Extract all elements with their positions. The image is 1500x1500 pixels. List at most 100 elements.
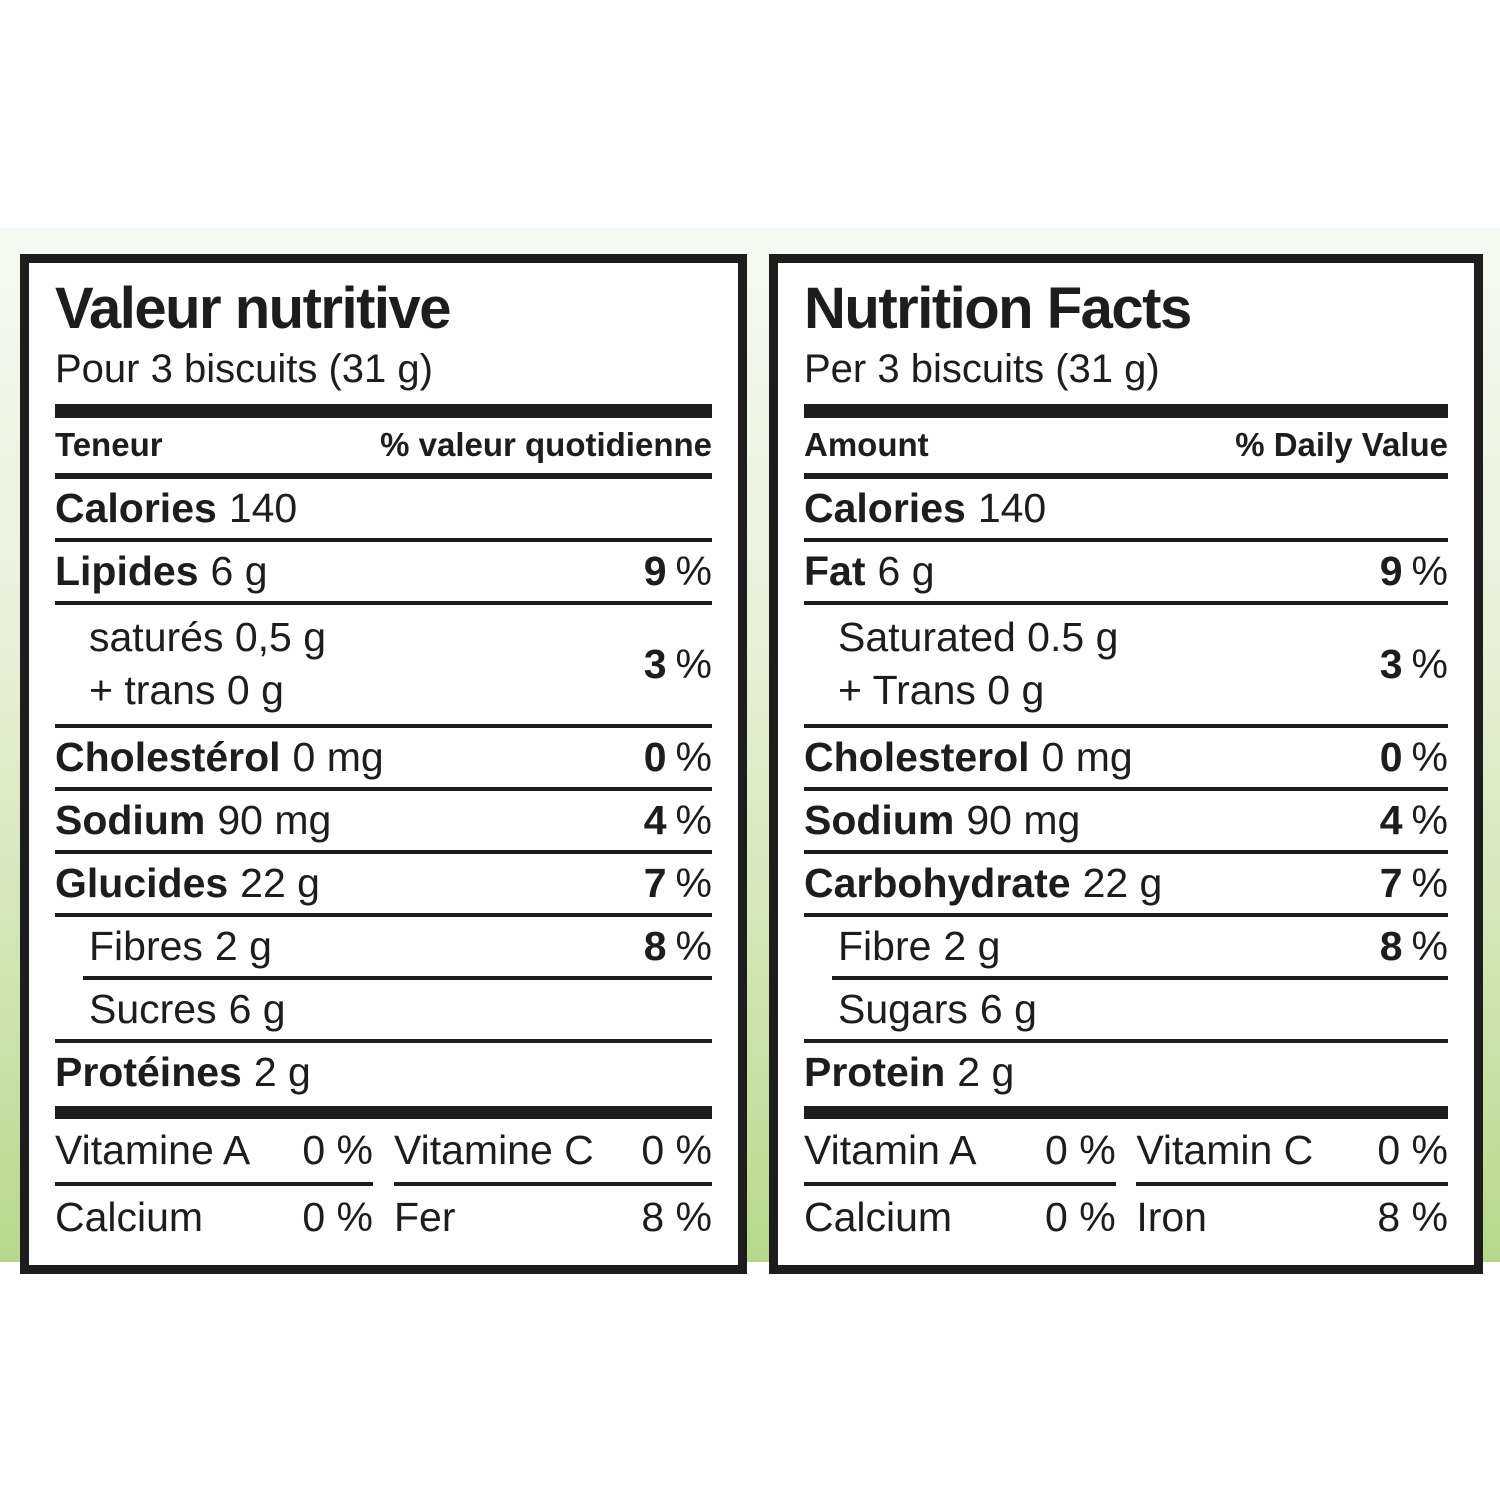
saturated-line1-en: Saturated 0.5 g [838,614,1119,661]
nutrition-panel-english: Nutrition Facts Per 3 biscuits (31 g) Am… [769,254,1483,1274]
sugars-row-fr: Sucres 6 g [55,980,712,1039]
column-header-row-en: Amount % Daily Value [804,418,1448,479]
vitamin-c-cell-fr: Vitamine C 0 % [394,1119,712,1186]
divider [804,1039,1448,1044]
percent-sign: % [1411,640,1448,687]
calcium-cell-fr: Calcium 0 % [55,1186,373,1249]
fat-dv-fr: 9 [643,547,667,594]
sugars-amount-fr: 6 g [228,986,286,1033]
vitamin-row-1-fr: Vitamine A 0 % Vitamine C 0 % [55,1119,712,1186]
divider [804,723,1448,728]
carbohydrate-row-fr: Glucides 22 g 7% [55,854,712,913]
carbohydrate-amount-en: 22 g [1082,859,1163,906]
fat-name-fr: Lipides [55,547,199,594]
divider [55,723,712,728]
cholesterol-amount-en: 0 mg [1041,733,1133,780]
saturated-fat-row-fr: saturés 0,5 g + trans 0 g 3% [55,605,712,724]
amount-column-header-en: Amount [804,425,929,463]
calcium-value-en: 0 % [1045,1193,1116,1240]
divider [804,537,1448,542]
sodium-name-en: Sodium [804,796,955,843]
thick-rule [804,1105,1448,1119]
fibre-amount-fr: 2 g [214,923,272,970]
iron-cell-fr: Fer 8 % [394,1186,712,1249]
vitamin-a-cell-fr: Vitamine A 0 % [55,1119,373,1186]
percent-sign: % [675,733,712,780]
vitamin-c-cell-en: Vitamin C 0 % [1136,1119,1448,1186]
fibre-dv-fr: 8 [643,923,667,970]
sodium-dv-fr: 4 [643,796,667,843]
percent-sign: % [675,640,712,687]
cholesterol-row-fr: Cholestérol 0 mg 0% [55,728,712,787]
sodium-row-fr: Sodium 90 mg 4% [55,791,712,850]
vitamin-a-label-fr: Vitamine A [55,1126,251,1173]
vitamin-row-2-en: Calcium 0 % Iron 8 % [804,1186,1448,1249]
divider [55,601,712,606]
saturated-dv-fr: 3 [643,640,667,687]
fibre-name-fr: Fibres [89,923,203,970]
calories-label-en: Calories [804,484,966,531]
fat-name-en: Fat [804,547,866,594]
calories-row-fr: Calories 140 [55,479,712,538]
thick-rule [55,1105,712,1119]
divider [804,601,1448,606]
column-header-row-fr: Teneur % valeur quotidienne [55,418,712,479]
panel-title-fr: Valeur nutritive [55,276,452,341]
divider [55,786,712,791]
fibre-row-fr: Fibres 2 g 8% [55,917,712,976]
fibre-name-en: Fibre [838,923,932,970]
trans-line2-en: + Trans 0 g [838,667,1045,714]
sodium-row-en: Sodium 90 mg 4% [804,791,1448,850]
vitamin-a-cell-en: Vitamin A 0 % [804,1119,1116,1186]
divider-indented [83,976,712,981]
carbohydrate-name-en: Carbohydrate [804,859,1071,906]
sodium-dv-en: 4 [1379,796,1403,843]
amount-column-header-fr: Teneur [55,425,163,463]
divider [55,913,712,918]
nutrition-panel-french: Valeur nutritive Pour 3 biscuits (31 g) … [20,254,747,1274]
protein-amount-fr: 2 g [253,1049,311,1096]
thick-rule [55,403,712,418]
cholesterol-dv-en: 0 [1379,733,1403,780]
calcium-label-en: Calcium [804,1193,953,1240]
sugars-name-en: Sugars [838,986,968,1033]
calcium-label-fr: Calcium [55,1193,204,1240]
saturated-line1-fr: saturés 0,5 g [89,614,327,661]
vitamin-c-label-en: Vitamin C [1136,1126,1314,1173]
calories-value-fr: 140 [228,484,298,531]
percent-sign: % [1411,733,1448,780]
cholesterol-name-fr: Cholestérol [55,733,281,780]
carbohydrate-row-en: Carbohydrate 22 g 7% [804,854,1448,913]
iron-label-fr: Fer [394,1193,456,1240]
divider [55,849,712,854]
protein-row-en: Protein 2 g [804,1043,1448,1102]
protein-name-en: Protein [804,1049,946,1096]
fibre-dv-en: 8 [1379,923,1403,970]
sodium-amount-fr: 90 mg [217,796,332,843]
protein-row-fr: Protéines 2 g [55,1043,712,1102]
vitamin-c-value-en: 0 % [1377,1126,1448,1173]
fat-row-en: Fat 6 g 9% [804,542,1448,601]
daily-value-column-header-en: % Daily Value [1235,425,1448,463]
carbohydrate-amount-fr: 22 g [240,859,320,906]
cholesterol-dv-fr: 0 [643,733,667,780]
divider [804,849,1448,854]
iron-value-en: 8 % [1377,1193,1448,1240]
percent-sign: % [675,859,712,906]
percent-sign: % [675,796,712,843]
calories-row-en: Calories 140 [804,479,1448,538]
cholesterol-name-en: Cholesterol [804,733,1030,780]
percent-sign: % [675,923,712,970]
fibre-row-en: Fibre 2 g 8% [804,917,1448,976]
percent-sign: % [1411,547,1448,594]
divider [804,913,1448,918]
percent-sign: % [1411,859,1448,906]
iron-value-fr: 8 % [641,1193,712,1240]
vitamin-row-1-en: Vitamin A 0 % Vitamin C 0 % [804,1119,1448,1186]
iron-label-en: Iron [1136,1193,1207,1240]
divider [55,1039,712,1044]
serving-size-en: Per 3 biscuits (31 g) [804,346,1160,391]
divider-indented [832,976,1448,981]
percent-sign: % [1411,796,1448,843]
